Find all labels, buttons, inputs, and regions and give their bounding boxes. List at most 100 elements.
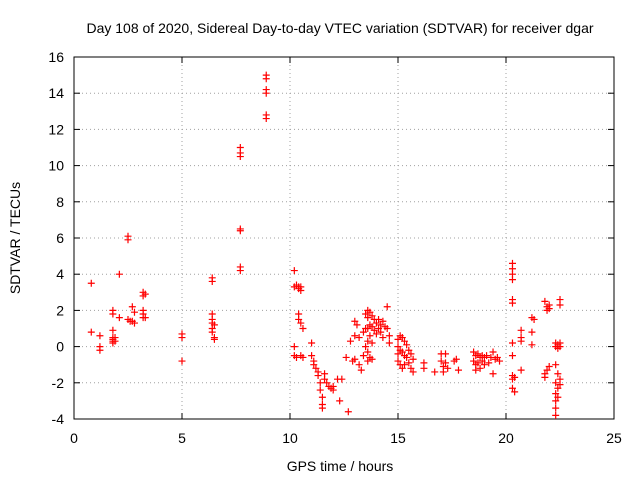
data-point [299,325,307,332]
data-point [556,301,564,309]
data-point [552,390,560,398]
data-point [364,348,372,356]
data-point [362,310,370,318]
data-point [474,359,482,367]
y-tick-label: 16 [48,49,64,65]
data-point [364,357,372,365]
data-point [292,353,300,361]
data-point [342,353,350,361]
data-point [444,364,452,372]
data-point [236,227,244,235]
data-point [493,353,501,361]
data-point [394,350,402,358]
data-point [308,339,316,347]
data-point [530,315,538,323]
data-point [437,357,445,365]
data-point [130,319,138,327]
data-point [318,393,326,401]
data-point [316,386,324,394]
data-point [236,267,244,275]
data-point [87,279,95,287]
data-point [299,353,307,361]
data-point [552,379,560,387]
data-point [508,339,516,347]
y-tick-label: 0 [56,339,64,355]
data-point [552,411,560,419]
y-tick-labels: -4 -2 0 2 4 6 8 10 12 14 16 [48,49,64,427]
data-point [398,334,406,342]
data-point [394,335,402,343]
x-tick-labels: 0 5 10 15 20 25 [70,430,622,446]
data-point [454,366,462,374]
data-point [344,408,352,416]
data-point [210,335,218,343]
data-point [87,328,95,336]
data-point [470,357,478,365]
data-point [487,353,495,361]
data-point [297,286,305,294]
data-point [357,366,365,374]
data-point [316,379,324,387]
data-point [141,314,149,322]
data-point [511,388,519,396]
data-point [128,303,136,311]
data-point [383,303,391,311]
data-point [478,357,486,365]
data-point [511,373,519,381]
data-points [87,71,564,419]
y-tick-label: 4 [56,266,64,282]
data-point [517,337,525,345]
data-point [442,359,450,367]
y-tick-label: -2 [52,375,65,391]
data-point [545,363,553,371]
data-point [124,236,132,244]
data-point [472,366,480,374]
data-point [489,370,497,378]
data-point [366,308,374,316]
data-point [385,339,393,347]
y-axis-label: SDTVAR / TECUs [7,182,23,294]
data-point [355,334,363,342]
data-point [109,326,117,334]
data-point [528,341,536,349]
data-point [366,332,374,340]
data-point [372,319,380,327]
data-point [409,355,417,363]
data-point [364,337,372,345]
data-point [483,352,491,360]
data-point [346,337,354,345]
data-point [476,364,484,372]
x-tick-label: 15 [390,430,406,446]
data-point [364,325,372,332]
data-point [297,319,305,327]
data-point [556,343,564,351]
y-tick-label: 2 [56,302,64,318]
y-tick-label: 12 [48,121,64,137]
data-point [517,366,525,374]
data-point [405,359,413,367]
data-point [308,352,316,360]
x-tick-label: 20 [498,430,514,446]
y-tick-label: 8 [56,194,64,210]
grid-lines [74,57,614,419]
data-point [383,325,391,332]
data-point [400,361,408,369]
data-point [318,404,326,412]
data-point [351,317,359,325]
data-point [96,332,104,340]
data-point [420,364,428,372]
data-point [375,315,383,323]
data-point [115,270,123,278]
data-point [543,366,551,374]
data-point [554,370,562,378]
data-point [554,384,562,392]
data-point [353,321,361,329]
data-point [508,276,516,284]
data-point [474,350,482,358]
data-point [295,315,303,323]
data-point [359,352,367,360]
data-point [394,357,402,365]
x-tick-label: 5 [178,430,186,446]
data-point [130,308,138,316]
